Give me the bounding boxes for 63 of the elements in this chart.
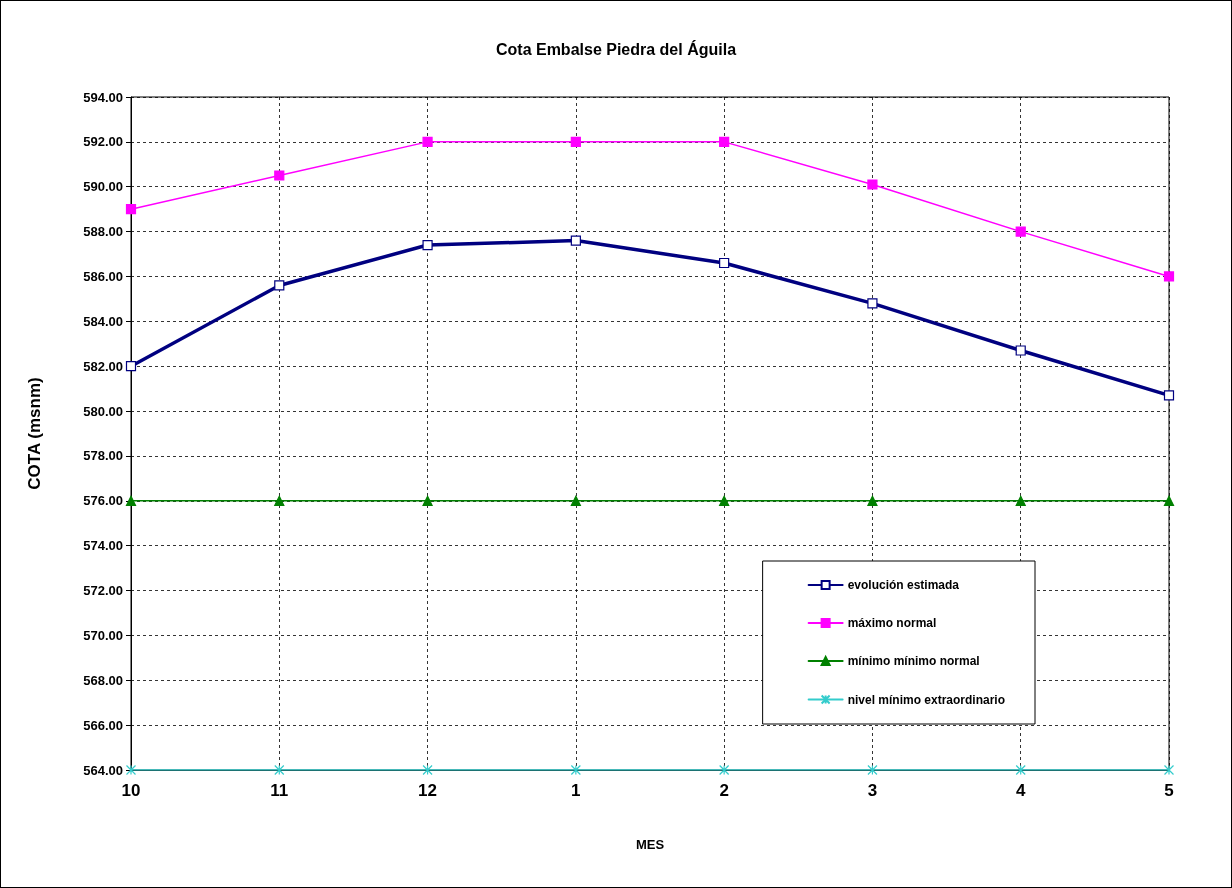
y-tick-label: 588.00 <box>83 224 123 240</box>
point <box>422 764 433 776</box>
y-tick-label: 580.00 <box>83 403 123 419</box>
x-tick-label: 1 <box>571 781 581 800</box>
point <box>719 495 730 506</box>
point <box>867 495 878 506</box>
y-tick-label: 576.00 <box>83 493 123 509</box>
point <box>422 495 433 506</box>
point <box>570 764 581 776</box>
point <box>570 235 581 246</box>
point <box>1015 226 1026 237</box>
legend-label: máximo normal <box>847 616 937 630</box>
x-tick-label: 4 <box>1015 781 1026 800</box>
x-tick-label: 2 <box>719 781 729 800</box>
point <box>719 257 730 269</box>
point <box>125 204 137 215</box>
y-tick-label: 574.00 <box>83 538 123 554</box>
point <box>867 298 878 309</box>
point <box>867 764 878 776</box>
point <box>1015 495 1026 506</box>
point <box>274 495 285 506</box>
point <box>422 136 433 147</box>
point <box>1163 390 1175 401</box>
x-tick-label: 3 <box>867 781 878 800</box>
point <box>1163 271 1175 282</box>
point <box>274 764 285 776</box>
point <box>125 764 137 776</box>
y-tick-label: 590.00 <box>83 179 123 195</box>
x-tick-label: 12 <box>418 781 438 800</box>
x-tick-label: 5 <box>1164 781 1174 800</box>
point <box>1163 764 1175 776</box>
point <box>274 170 285 181</box>
y-axis-title: COTA (msnm) <box>25 377 44 490</box>
y-tick-label: 570.00 <box>83 627 123 643</box>
y-tick-label: 586.00 <box>83 268 123 284</box>
point <box>125 361 137 372</box>
point <box>719 764 730 776</box>
y-tick-label: 568.00 <box>83 672 123 688</box>
point <box>1015 764 1026 776</box>
x-axis-title: MES <box>635 837 665 852</box>
y-tick-label: 564.00 <box>83 762 123 778</box>
legend-label: mínimo mínimo normal <box>847 654 980 668</box>
point <box>274 280 285 291</box>
y-tick-label: 584.00 <box>83 313 123 329</box>
y-tick-label: 592.00 <box>83 134 123 150</box>
point <box>719 136 730 147</box>
y-tick-label: 594.00 <box>83 89 123 105</box>
x-tick-label: 11 <box>270 781 289 800</box>
point <box>867 179 878 190</box>
point <box>1163 495 1175 506</box>
point <box>422 239 433 251</box>
point <box>570 495 581 506</box>
point <box>125 495 137 506</box>
y-tick-label: 578.00 <box>83 448 123 464</box>
y-tick-label: 566.00 <box>83 717 123 733</box>
point <box>1015 345 1026 356</box>
chart-title: Cota Embalse Piedra del Águila <box>495 39 737 58</box>
y-tick-label: 572.00 <box>83 583 123 599</box>
point <box>570 136 581 147</box>
legend-label: nivel mínimo extraordinario <box>847 692 1005 707</box>
y-tick-label: 582.00 <box>83 358 123 374</box>
legend-label: evolución estimada <box>847 578 960 592</box>
x-tick-label: 10 <box>121 781 141 800</box>
